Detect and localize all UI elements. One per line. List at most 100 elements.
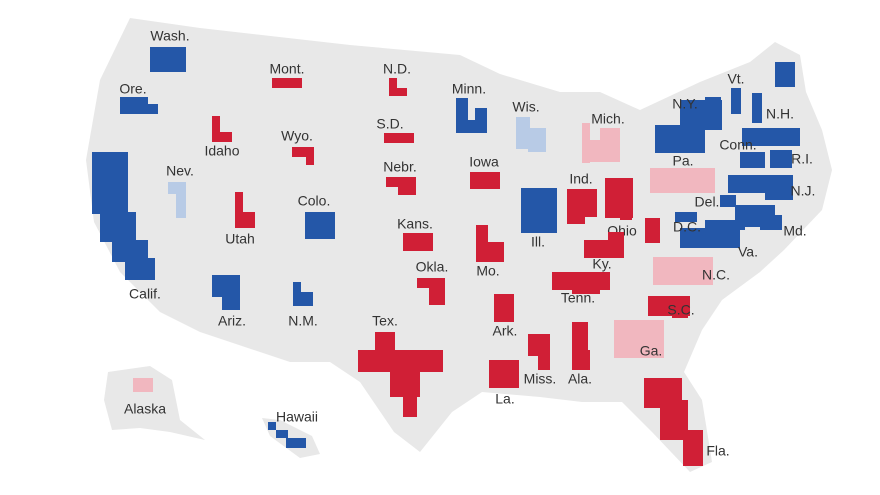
state-label: Wyo. (281, 128, 313, 144)
state: Nev. (166, 163, 194, 218)
state-block (235, 192, 243, 228)
state-label: Okla. (416, 259, 449, 275)
state-block (683, 430, 703, 466)
state-block (620, 190, 632, 220)
state-label: Tenn. (561, 290, 595, 306)
state-label: S.D. (376, 116, 403, 132)
state-block (516, 117, 530, 149)
state-block (168, 182, 178, 194)
state-label: Ill. (531, 234, 545, 250)
state-label: Utah (225, 231, 255, 247)
state-label: D.C. (673, 219, 701, 235)
state-label: R.I. (791, 151, 813, 167)
state-label: Hawaii (276, 409, 318, 425)
state-block (608, 232, 624, 258)
state-block (600, 128, 620, 162)
state-label: La. (495, 391, 514, 407)
state-block (476, 242, 504, 262)
state-block (429, 278, 445, 305)
state-block (268, 422, 276, 430)
state-block (528, 128, 546, 152)
state: Ala. (568, 322, 592, 387)
state-label: Kans. (397, 216, 433, 232)
state-label: Pa. (672, 153, 693, 169)
state-block (675, 212, 697, 222)
us-silhouette (86, 18, 832, 472)
state: S.C. (648, 296, 695, 318)
state: Ariz. (212, 275, 246, 329)
state: N.C. (653, 257, 730, 285)
state: Iowa (469, 154, 500, 189)
state-block (470, 172, 500, 189)
state: N.J. (728, 175, 815, 200)
state-label: Conn. (719, 137, 756, 153)
state-block (286, 438, 306, 448)
state: Mont. (269, 61, 305, 88)
state-block (125, 258, 155, 280)
state-block (403, 395, 417, 417)
state: Wyo. (281, 128, 314, 165)
state (775, 62, 795, 87)
state-block (614, 320, 664, 358)
state-block (235, 212, 255, 228)
state: Md. (735, 205, 807, 239)
state-block (672, 310, 688, 318)
state-label: Ore. (119, 81, 146, 97)
state-block (150, 47, 186, 72)
state-label: N.D. (383, 61, 411, 77)
state-label: N.H. (766, 106, 794, 122)
state: Wash. (150, 28, 190, 72)
state-label: Calif. (129, 286, 161, 302)
state: Tenn. (552, 272, 610, 306)
state: Ark. (493, 294, 517, 339)
state-block (112, 240, 148, 262)
state: Calif. (92, 152, 161, 302)
state-block (775, 62, 795, 87)
state-label: Idaho (204, 143, 239, 159)
state-block (752, 93, 762, 123)
state-label: Mich. (591, 111, 624, 127)
state-block (720, 195, 736, 207)
state-block (176, 182, 186, 218)
state-block (538, 334, 550, 370)
state: Miss. (524, 334, 557, 387)
state-label: N.J. (791, 183, 816, 199)
state-block (305, 212, 335, 239)
state-label: Minn. (452, 81, 486, 97)
state-block (552, 272, 610, 290)
state-label: Colo. (298, 193, 331, 209)
state: Ind. (567, 171, 597, 224)
state-label: Miss. (524, 371, 557, 387)
state-label: Md. (783, 223, 806, 239)
state-block (770, 150, 792, 168)
state-block (276, 430, 288, 438)
state-block (292, 147, 314, 157)
state-label: Nebr. (383, 159, 416, 175)
state-block (120, 97, 148, 114)
state-block (390, 370, 420, 397)
state: Wis. (512, 99, 546, 152)
state: D.C. (673, 212, 701, 235)
state: Conn. (719, 137, 765, 168)
state-block (146, 104, 158, 114)
state: N.Y. (655, 96, 722, 153)
state: R.I. (770, 150, 813, 168)
state: Minn. (452, 81, 487, 133)
state: Colo. (298, 193, 335, 239)
state-label: Ind. (569, 171, 592, 187)
state-block (740, 152, 765, 168)
state-block (742, 128, 800, 146)
state-block (489, 360, 519, 388)
state-label: N.M. (288, 313, 318, 329)
state-label: Ga. (640, 343, 663, 359)
state-block (760, 215, 782, 230)
state-label: Alaska (124, 401, 166, 417)
state-block (403, 233, 433, 251)
state-label: S.C. (667, 302, 694, 318)
state: Hawaii (268, 409, 318, 448)
state-block (528, 334, 538, 356)
state-block (212, 116, 220, 142)
state: Ky. (584, 232, 624, 272)
state-block (705, 220, 745, 230)
